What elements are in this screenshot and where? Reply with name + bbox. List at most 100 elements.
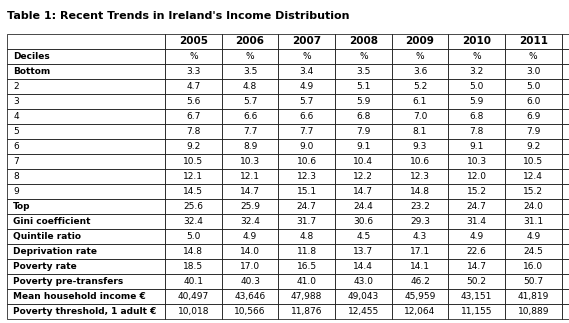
Bar: [505, 289, 562, 304]
Bar: [278, 199, 335, 214]
Text: Mean household income €: Mean household income €: [13, 292, 146, 301]
Bar: [448, 199, 505, 214]
Text: 12.0: 12.0: [467, 172, 486, 181]
Bar: [505, 34, 562, 49]
Text: 12,064: 12,064: [405, 307, 436, 316]
Text: 2011: 2011: [519, 36, 548, 47]
Bar: [222, 64, 278, 79]
Bar: [335, 184, 391, 199]
Text: 6.8: 6.8: [356, 112, 370, 121]
Text: 6: 6: [13, 142, 19, 151]
Bar: [7, 124, 165, 139]
Bar: [505, 214, 562, 229]
Text: 12.3: 12.3: [296, 172, 317, 181]
Bar: [562, 94, 569, 109]
Text: 9.0: 9.0: [299, 142, 314, 151]
Text: 14.7: 14.7: [467, 262, 486, 271]
Text: 23.2: 23.2: [410, 202, 430, 211]
Bar: [505, 259, 562, 274]
Bar: [391, 124, 448, 139]
Bar: [448, 169, 505, 184]
Text: 6.7: 6.7: [186, 112, 201, 121]
Text: 11,876: 11,876: [291, 307, 323, 316]
Text: 2010: 2010: [462, 36, 491, 47]
Bar: [278, 169, 335, 184]
Bar: [448, 109, 505, 124]
Bar: [562, 64, 569, 79]
Bar: [448, 94, 505, 109]
Text: 5.7: 5.7: [299, 97, 314, 106]
Text: 4.9: 4.9: [243, 232, 257, 241]
Text: 5.0: 5.0: [469, 82, 484, 91]
Text: 50.2: 50.2: [467, 277, 486, 286]
Text: 41.0: 41.0: [296, 277, 317, 286]
Bar: [278, 109, 335, 124]
Text: 31.4: 31.4: [467, 217, 486, 226]
Bar: [391, 304, 448, 319]
Bar: [505, 274, 562, 289]
Text: 40,497: 40,497: [178, 292, 209, 301]
Text: 24.4: 24.4: [353, 202, 373, 211]
Text: 8: 8: [13, 172, 19, 181]
Bar: [562, 214, 569, 229]
Text: 18.5: 18.5: [183, 262, 204, 271]
Bar: [7, 94, 165, 109]
Bar: [165, 274, 222, 289]
Bar: [278, 304, 335, 319]
Bar: [448, 79, 505, 94]
Text: 6.9: 6.9: [526, 112, 541, 121]
Bar: [165, 199, 222, 214]
Bar: [562, 154, 569, 169]
Bar: [505, 169, 562, 184]
Bar: [7, 139, 165, 154]
Bar: [165, 214, 222, 229]
Text: 32.4: 32.4: [240, 217, 260, 226]
Text: 9.2: 9.2: [526, 142, 541, 151]
Bar: [165, 304, 222, 319]
Bar: [278, 259, 335, 274]
Bar: [391, 94, 448, 109]
Text: 10.5: 10.5: [183, 157, 204, 166]
Bar: [222, 94, 278, 109]
Bar: [335, 154, 391, 169]
Bar: [335, 289, 391, 304]
Text: 2008: 2008: [349, 36, 378, 47]
Bar: [278, 139, 335, 154]
Bar: [391, 154, 448, 169]
Bar: [7, 289, 165, 304]
Bar: [335, 109, 391, 124]
Bar: [391, 49, 448, 64]
Text: 6.0: 6.0: [526, 97, 541, 106]
Bar: [222, 34, 278, 49]
Bar: [335, 94, 391, 109]
Text: 2007: 2007: [292, 36, 321, 47]
Bar: [222, 274, 278, 289]
Text: 24.7: 24.7: [467, 202, 486, 211]
Text: 3.2: 3.2: [469, 67, 484, 76]
Bar: [222, 244, 278, 259]
Text: 3.0: 3.0: [526, 67, 541, 76]
Text: 15.2: 15.2: [467, 187, 486, 196]
Bar: [222, 154, 278, 169]
Text: 4.7: 4.7: [186, 82, 200, 91]
Text: 5: 5: [13, 127, 19, 136]
Text: 14.4: 14.4: [353, 262, 373, 271]
Bar: [7, 244, 165, 259]
Text: 50.7: 50.7: [523, 277, 543, 286]
Text: 10,566: 10,566: [234, 307, 266, 316]
Text: 10.4: 10.4: [353, 157, 373, 166]
Bar: [448, 244, 505, 259]
Text: 14.7: 14.7: [353, 187, 373, 196]
Text: 14.7: 14.7: [240, 187, 260, 196]
Text: 31.1: 31.1: [523, 217, 543, 226]
Bar: [7, 184, 165, 199]
Text: 4.9: 4.9: [526, 232, 541, 241]
Bar: [278, 124, 335, 139]
Text: 2005: 2005: [179, 36, 208, 47]
Bar: [505, 199, 562, 214]
Bar: [391, 199, 448, 214]
Bar: [7, 169, 165, 184]
Bar: [505, 94, 562, 109]
Bar: [165, 289, 222, 304]
Text: 4: 4: [13, 112, 19, 121]
